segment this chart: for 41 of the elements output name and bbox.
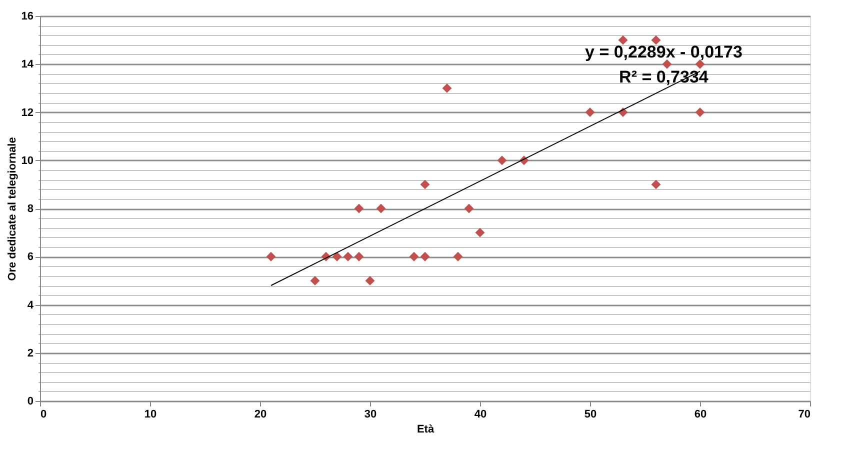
point bbox=[651, 180, 661, 190]
point bbox=[343, 252, 353, 262]
point bbox=[420, 252, 430, 262]
point bbox=[332, 252, 342, 262]
y-tick-label: 6 bbox=[27, 251, 34, 264]
point bbox=[695, 108, 705, 117]
y-tick-label: 2 bbox=[27, 347, 34, 360]
point bbox=[310, 276, 320, 286]
point bbox=[420, 180, 430, 190]
point bbox=[442, 83, 452, 93]
y-tick-label: 14 bbox=[21, 58, 34, 71]
x-tick-label: 60 bbox=[694, 408, 707, 420]
point bbox=[376, 204, 386, 214]
y-tick-label: 8 bbox=[27, 203, 34, 215]
y-tick-label: 12 bbox=[21, 106, 34, 119]
point bbox=[453, 252, 463, 262]
point bbox=[365, 276, 375, 286]
x-tick-label: 10 bbox=[144, 408, 157, 420]
x-tick-label: 70 bbox=[798, 408, 810, 420]
x-axis-title: Età bbox=[416, 424, 435, 436]
x-tick-label: 40 bbox=[474, 408, 487, 420]
y-tick-label: 4 bbox=[27, 299, 34, 312]
annotation: y = 0,2289x - 0,0173 bbox=[585, 42, 742, 62]
x-tick-label: 30 bbox=[364, 408, 377, 420]
y-tick-label: 0 bbox=[27, 396, 34, 408]
point bbox=[354, 252, 364, 262]
y-tick-label: 10 bbox=[21, 154, 34, 167]
x-tick-label: 20 bbox=[254, 408, 267, 420]
point bbox=[354, 204, 364, 214]
y-axis-title: Ore dedicate al telegiornale bbox=[6, 137, 18, 281]
point bbox=[409, 252, 419, 262]
y-tick-label: 16 bbox=[21, 10, 34, 22]
point bbox=[651, 35, 661, 45]
x-tick-label: 0 bbox=[40, 408, 47, 420]
point bbox=[464, 204, 474, 214]
point bbox=[475, 228, 485, 238]
point bbox=[585, 108, 595, 117]
point bbox=[497, 156, 507, 166]
x-tick-label: 50 bbox=[584, 408, 597, 420]
point bbox=[266, 252, 276, 262]
point bbox=[618, 35, 628, 45]
